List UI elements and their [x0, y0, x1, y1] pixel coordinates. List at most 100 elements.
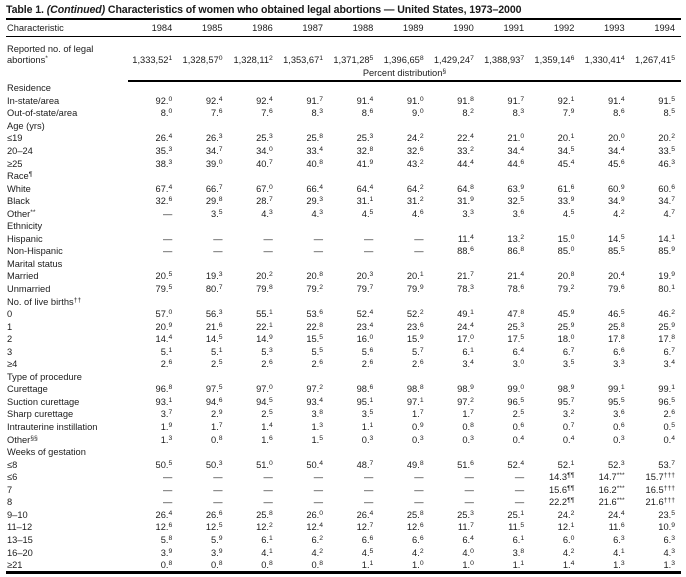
cell-value: 44.4 — [430, 157, 480, 170]
cell-value: 6.3 — [631, 534, 681, 547]
footnote-marker: 0 — [420, 108, 424, 115]
group-label: Type of procedure — [6, 371, 128, 384]
group-row: No. of live births†† — [6, 295, 681, 308]
footnote-marker: 9 — [470, 196, 474, 203]
footnote-marker: 4 — [520, 146, 524, 153]
footnote-marker: 4 — [319, 397, 323, 404]
cell-value — [128, 371, 178, 384]
footnote-marker: 5 — [269, 397, 273, 404]
footnote-marker: 1 — [269, 309, 273, 316]
cell-value: 6.0 — [530, 534, 580, 547]
cell-value — [530, 371, 580, 384]
table-row: Other§§1.30.81.61.50.30.30.30.40.40.30.4 — [6, 433, 681, 446]
cell-value: 5.8 — [128, 534, 178, 547]
table-row: ≥2538.339.040.740.841.943.244.444.645.44… — [6, 157, 681, 170]
cell-value: 23.4 — [329, 320, 379, 333]
cell-value: 60.9 — [580, 182, 630, 195]
cell-value: 7.6 — [229, 107, 279, 120]
cell-value — [279, 170, 329, 183]
footnote-marker: 5 — [671, 96, 675, 103]
cell-value: 0.8 — [279, 559, 329, 573]
cell-value: 92.1 — [530, 95, 580, 108]
cell-value: 4.3 — [229, 207, 279, 220]
footnote-marker: 6 — [671, 409, 675, 416]
footnote-marker: 6 — [621, 284, 625, 291]
cell-value: 80.1 — [631, 283, 681, 296]
footnote-marker: 3 — [269, 347, 273, 354]
footnote-marker: 1 — [671, 234, 675, 241]
footnote-marker: 3 — [269, 209, 273, 216]
cell-value — [329, 81, 379, 95]
cell-value: 86.8 — [480, 245, 530, 258]
cell-value — [279, 371, 329, 384]
cell-value: 34.7 — [631, 195, 681, 208]
cell-value: 67.0 — [229, 182, 279, 195]
cell-value: — — [379, 245, 429, 258]
footnote-marker: 0 — [420, 96, 424, 103]
footnote-marker: 2 — [420, 309, 424, 316]
table-row: White67.466.767.066.464.464.264.863.961.… — [6, 182, 681, 195]
cell-value: 34.4 — [580, 145, 630, 158]
cell-value: — — [229, 484, 279, 497]
percent-distribution-label: Percent distribution§ — [128, 65, 681, 81]
column-header-year: 1984 — [128, 19, 178, 37]
cell-value — [480, 120, 530, 133]
cell-value: 32.5 — [480, 195, 530, 208]
footnote-marker: 1 — [621, 384, 625, 391]
cell-value: 1.0 — [379, 559, 429, 573]
footnote-marker: 6 — [420, 146, 424, 153]
cell-value: 3.5 — [178, 207, 228, 220]
footnote-marker: 7 — [520, 96, 524, 103]
cell-value: 17.5 — [480, 333, 530, 346]
footnote-marker: 6 — [370, 108, 374, 115]
row-label: 11–12 — [6, 521, 128, 534]
cell-value: 1,396,658 — [379, 37, 429, 66]
cell-value: 25.9 — [631, 320, 681, 333]
cell-value: 12.6 — [128, 521, 178, 534]
footnote-marker: 8 — [420, 384, 424, 391]
cell-value: 0.3 — [430, 433, 480, 446]
cell-value: 34.0 — [229, 145, 279, 158]
cell-value: 51.6 — [430, 458, 480, 471]
footnote-marker: 3 — [621, 535, 625, 542]
cell-value: — — [379, 471, 429, 484]
footnote-marker: 6 — [520, 209, 524, 216]
footnote-marker: 2 — [319, 284, 323, 291]
cell-value: 95.1 — [329, 396, 379, 409]
cell-value — [379, 446, 429, 459]
cell-value: 34.7 — [178, 145, 228, 158]
footnote-marker: 4 — [571, 560, 575, 567]
cell-value: 17.8 — [580, 333, 630, 346]
footnote-marker: 3 — [168, 146, 172, 153]
cell-value: 79.6 — [580, 283, 630, 296]
table-row: 8————————22.2¶¶21.6***21.6††† — [6, 496, 681, 509]
footnote-marker: 8 — [370, 146, 374, 153]
footnote-marker: 1 — [370, 196, 374, 203]
footnote-marker: 6 — [319, 359, 323, 366]
cell-value: 64.2 — [379, 182, 429, 195]
cell-value — [229, 170, 279, 183]
footnote-marker: 6 — [520, 159, 524, 166]
table-row: Black32.629.828.729.331.131.231.932.533.… — [6, 195, 681, 208]
table-row: 7————————15.6¶¶16.2***16.5††† — [6, 484, 681, 497]
cell-value: 24.2 — [530, 509, 580, 522]
row-label: ≥4 — [6, 358, 128, 371]
cell-value: 4.3 — [631, 546, 681, 559]
cell-value — [631, 220, 681, 233]
footnote-marker: 3 — [621, 359, 625, 366]
cell-value: 4.1 — [229, 546, 279, 559]
footnote-marker: 0 — [470, 548, 474, 555]
cell-value: — — [480, 484, 530, 497]
cell-value: 98.6 — [329, 383, 379, 396]
footnote-marker: 6 — [370, 347, 374, 354]
cell-value — [430, 258, 480, 271]
footnote-marker: 0 — [571, 535, 575, 542]
row-label: 3 — [6, 345, 128, 358]
cell-value: — — [279, 484, 329, 497]
cell-value: 29.8 — [178, 195, 228, 208]
cell-value: 25.1 — [480, 509, 530, 522]
cell-value: 3.3 — [430, 207, 480, 220]
cell-value: 0.4 — [480, 433, 530, 446]
footnote-marker: 8 — [420, 510, 424, 517]
cell-value: 6.1 — [430, 345, 480, 358]
